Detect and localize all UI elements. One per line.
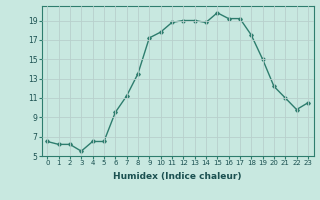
- X-axis label: Humidex (Indice chaleur): Humidex (Indice chaleur): [113, 172, 242, 181]
